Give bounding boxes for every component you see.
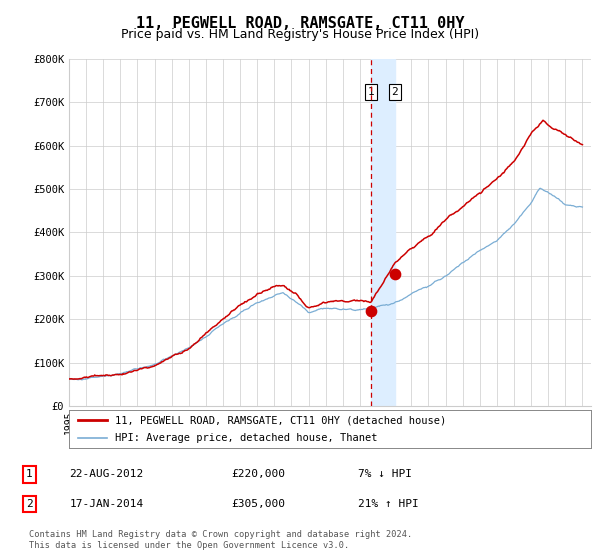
Text: Price paid vs. HM Land Registry's House Price Index (HPI): Price paid vs. HM Land Registry's House … xyxy=(121,28,479,41)
Bar xyxy=(371,59,395,406)
Text: 17-JAN-2014: 17-JAN-2014 xyxy=(70,499,144,509)
Point xyxy=(390,269,400,278)
Text: 2: 2 xyxy=(26,499,32,509)
Text: £305,000: £305,000 xyxy=(231,499,285,509)
Text: £220,000: £220,000 xyxy=(231,469,285,479)
Text: 2: 2 xyxy=(391,87,398,97)
Text: 1: 1 xyxy=(368,87,374,97)
Text: 7% ↓ HPI: 7% ↓ HPI xyxy=(358,469,412,479)
Point xyxy=(366,306,376,315)
Text: 1: 1 xyxy=(26,469,32,479)
Text: 22-AUG-2012: 22-AUG-2012 xyxy=(70,469,144,479)
Text: 11, PEGWELL ROAD, RAMSGATE, CT11 0HY: 11, PEGWELL ROAD, RAMSGATE, CT11 0HY xyxy=(136,16,464,31)
Text: 11, PEGWELL ROAD, RAMSGATE, CT11 0HY (detached house): 11, PEGWELL ROAD, RAMSGATE, CT11 0HY (de… xyxy=(115,415,446,425)
Text: Contains HM Land Registry data © Crown copyright and database right 2024.
This d: Contains HM Land Registry data © Crown c… xyxy=(29,530,413,550)
Text: HPI: Average price, detached house, Thanet: HPI: Average price, detached house, Than… xyxy=(115,433,377,443)
Text: 21% ↑ HPI: 21% ↑ HPI xyxy=(358,499,418,509)
